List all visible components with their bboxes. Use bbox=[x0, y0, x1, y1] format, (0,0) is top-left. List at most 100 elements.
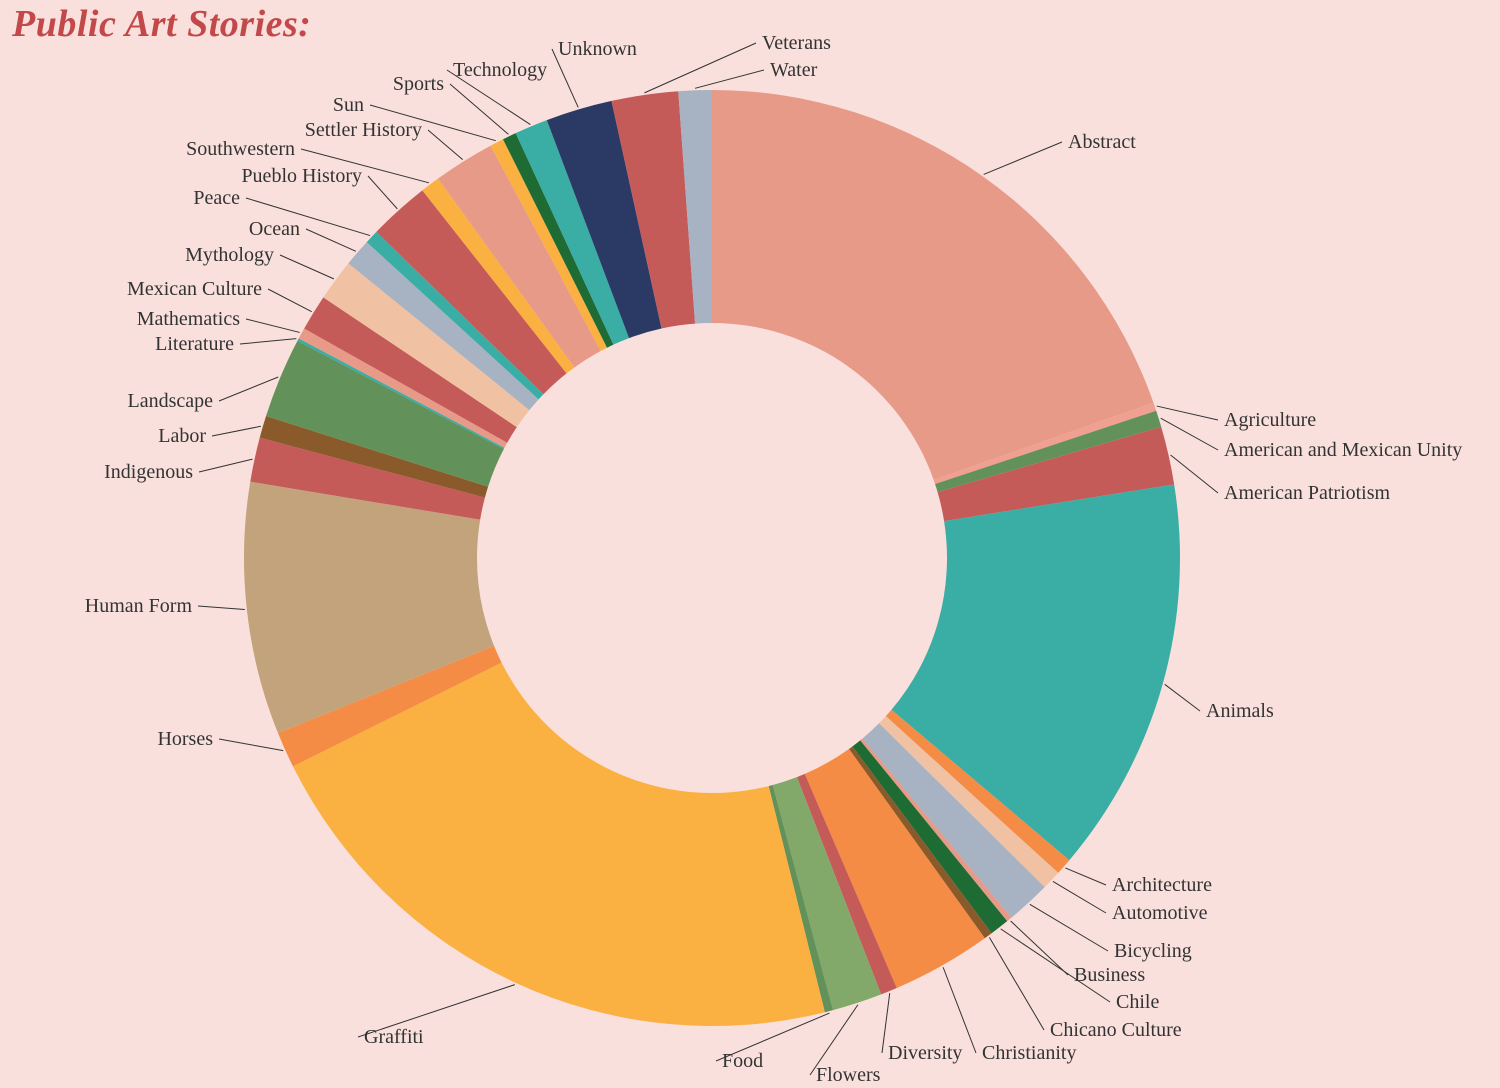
leader-unknown bbox=[551, 48, 579, 108]
label-abstract: Abstract bbox=[1068, 131, 1136, 153]
labels-layer: Abstract Agriculture American and Mexican … bbox=[85, 32, 1462, 1086]
leader-sun bbox=[369, 104, 496, 142]
leader-human-form bbox=[197, 605, 245, 610]
slice-technology[interactable] bbox=[515, 120, 630, 345]
leader-landscape bbox=[218, 376, 279, 402]
label-chile: Chile bbox=[1116, 991, 1159, 1013]
slice-bicycling[interactable] bbox=[862, 723, 1045, 918]
slice-animals[interactable] bbox=[891, 484, 1180, 861]
label-graffiti: Graffiti bbox=[364, 1026, 424, 1048]
label-landscape: Landscape bbox=[127, 390, 213, 412]
slice-labor[interactable] bbox=[259, 416, 489, 498]
label-settler-history: Settler History bbox=[305, 119, 422, 141]
leader-animals bbox=[1164, 683, 1201, 712]
slice-mathematics[interactable] bbox=[298, 328, 508, 448]
leader-technology bbox=[446, 69, 531, 125]
slice-chile[interactable] bbox=[852, 740, 1008, 934]
label-business: Business bbox=[1074, 964, 1145, 986]
label-literature: Literature bbox=[155, 333, 234, 355]
slice-horses[interactable] bbox=[277, 645, 502, 767]
page-title: Public Art Stories: bbox=[12, 3, 312, 45]
label-southwestern: Southwestern bbox=[186, 138, 295, 160]
slice-chicano-culture[interactable] bbox=[848, 746, 992, 939]
label-chicano-culture: Chicano Culture bbox=[1050, 1019, 1182, 1041]
leader-food bbox=[715, 1012, 830, 1062]
slice-pueblo-history[interactable] bbox=[376, 190, 567, 395]
label-technology: Technology bbox=[453, 59, 547, 81]
slice-food[interactable] bbox=[768, 785, 834, 1013]
slice-landscape[interactable] bbox=[266, 340, 504, 487]
leader-ocean bbox=[305, 228, 357, 252]
leaders-layer bbox=[197, 42, 1219, 1076]
label-pueblo-history: Pueblo History bbox=[241, 165, 362, 187]
leader-architecture bbox=[1065, 867, 1107, 886]
leader-water bbox=[694, 69, 765, 89]
label-ocean: Ocean bbox=[249, 218, 300, 240]
leader-pueblo-history bbox=[367, 175, 398, 210]
leader-american-and-mexican-unity bbox=[1160, 417, 1219, 451]
slice-mexican-culture[interactable] bbox=[304, 297, 517, 443]
leader-chile bbox=[1000, 928, 1111, 1003]
slice-water[interactable] bbox=[678, 90, 712, 324]
label-diversity: Diversity bbox=[888, 1042, 962, 1064]
leader-bicycling bbox=[1029, 903, 1109, 952]
label-veterans: Veterans bbox=[762, 32, 831, 54]
slice-abstract[interactable] bbox=[712, 90, 1154, 481]
slice-human-form[interactable] bbox=[244, 481, 495, 734]
label-indigenous: Indigenous bbox=[104, 461, 193, 483]
slice-flowers[interactable] bbox=[772, 777, 882, 1011]
slice-diversity[interactable] bbox=[796, 773, 897, 995]
leader-peace bbox=[245, 197, 371, 237]
slice-indigenous[interactable] bbox=[250, 437, 485, 520]
leader-business bbox=[1010, 920, 1069, 976]
label-american-patriotism: American Patriotism bbox=[1224, 482, 1391, 504]
slice-sun[interactable] bbox=[490, 139, 608, 351]
leader-mythology bbox=[279, 254, 335, 280]
label-labor: Labor bbox=[158, 425, 206, 447]
slice-peace[interactable] bbox=[366, 231, 544, 400]
leader-sports bbox=[449, 83, 509, 135]
slice-christianity[interactable] bbox=[804, 748, 985, 988]
leader-flowers bbox=[809, 1004, 859, 1076]
label-christianity: Christianity bbox=[982, 1042, 1076, 1064]
slice-american-and-mexican-unity[interactable] bbox=[935, 410, 1162, 493]
slice-graffiti[interactable] bbox=[292, 662, 825, 1026]
label-sun: Sun bbox=[333, 94, 364, 116]
leader-chicano-culture bbox=[988, 937, 1045, 1031]
label-architecture: Architecture bbox=[1112, 874, 1212, 896]
slice-veterans[interactable] bbox=[611, 91, 696, 329]
slice-architecture[interactable] bbox=[885, 709, 1070, 873]
slice-mythology[interactable] bbox=[323, 263, 530, 428]
leader-mathematics bbox=[245, 318, 300, 333]
label-flowers: Flowers bbox=[816, 1064, 881, 1086]
slice-ocean[interactable] bbox=[348, 242, 539, 411]
leader-southwestern bbox=[300, 148, 430, 184]
slice-american-patriotism[interactable] bbox=[937, 426, 1175, 522]
label-mythology: Mythology bbox=[185, 244, 274, 266]
label-unknown: Unknown bbox=[558, 38, 637, 60]
label-horses: Horses bbox=[157, 728, 213, 750]
slice-southwestern[interactable] bbox=[422, 178, 575, 374]
leader-abstract bbox=[983, 141, 1063, 175]
slice-agriculture[interactable] bbox=[933, 402, 1157, 485]
slice-business[interactable] bbox=[860, 738, 1012, 922]
label-american-and-mexican-unity: American and Mexican Unity bbox=[1224, 439, 1462, 461]
leader-american-patriotism bbox=[1170, 454, 1219, 494]
label-food: Food bbox=[722, 1050, 763, 1072]
leader-automotive bbox=[1052, 881, 1107, 914]
slice-literature[interactable] bbox=[297, 338, 505, 449]
label-mexican-culture: Mexican Culture bbox=[127, 278, 262, 300]
label-animals: Animals bbox=[1206, 700, 1274, 722]
slice-automotive[interactable] bbox=[879, 716, 1059, 888]
slice-unknown[interactable] bbox=[546, 100, 662, 339]
leader-graffiti bbox=[357, 984, 515, 1038]
leader-settler-history bbox=[427, 129, 463, 160]
leader-indigenous bbox=[198, 458, 253, 473]
leader-veterans bbox=[644, 42, 757, 94]
leader-labor bbox=[211, 425, 261, 437]
leader-diversity bbox=[881, 993, 891, 1054]
slice-sports[interactable] bbox=[502, 133, 614, 348]
slice-settler-history[interactable] bbox=[438, 145, 601, 368]
label-agriculture: Agriculture bbox=[1224, 409, 1316, 431]
